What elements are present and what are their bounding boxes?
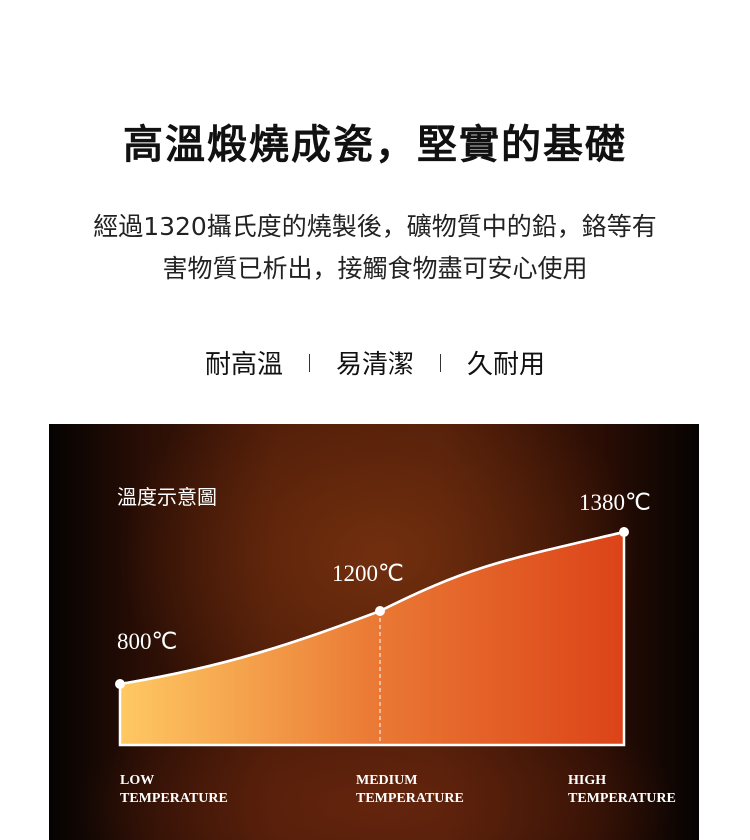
data-point: [375, 606, 385, 616]
data-label: 800℃: [117, 629, 177, 654]
category-label: HIGH: [568, 773, 606, 788]
description-line: 害物質已析出，接觸食物盡可安心使用: [162, 254, 588, 283]
category-label: TEMPERATURE: [356, 791, 464, 806]
category-label: MEDIUM: [356, 773, 417, 788]
category-label: LOW: [120, 773, 154, 788]
feature-easy-clean: 易清潔: [335, 350, 414, 380]
feature-durable: 久耐用: [467, 350, 546, 380]
feature-list: 耐高溫 易清潔 久耐用: [0, 344, 750, 381]
description: 經過1320攝氏度的燒製後，礦物質中的鉛，鉻等有 害物質已析出，接觸食物盡可安心…: [0, 206, 750, 290]
description-line: 經過1320攝氏度的燒製後，礦物質中的鉛，鉻等有: [93, 212, 657, 241]
data-label: 1380℃: [579, 490, 651, 515]
data-point: [115, 679, 125, 689]
temperature-chart: 溫度示意圖 800℃ 1200℃ 1380℃ LOW TEMPERATURE MEDIUM T…: [115, 485, 676, 806]
page-title: 高溫煅燒成瓷，堅實的基礎: [123, 122, 627, 168]
divider: [440, 353, 441, 372]
data-point: [619, 527, 629, 537]
category-label: TEMPERATURE: [120, 791, 228, 806]
divider: [308, 353, 310, 372]
data-label: 1200℃: [332, 561, 404, 586]
temperature-chart-panel: 溫度示意圖 800℃ 1200℃ 1380℃ LOW TEMPERATURE MEDIUM T…: [49, 424, 699, 840]
feature-heat-resistant: 耐高溫: [204, 350, 283, 380]
chart-title: 溫度示意圖: [117, 485, 217, 509]
category-label: TEMPERATURE: [568, 791, 676, 806]
